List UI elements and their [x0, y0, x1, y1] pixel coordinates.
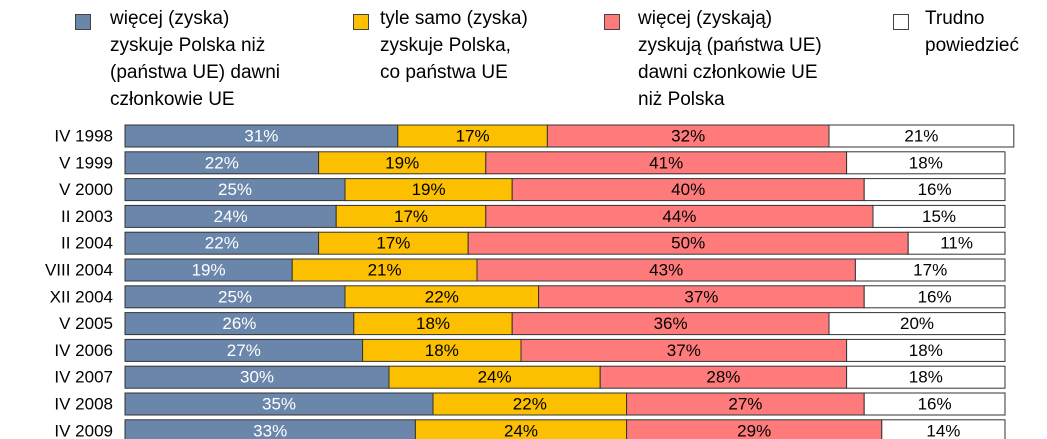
row-label: V 1999: [59, 153, 113, 172]
row-label: IV 2006: [54, 341, 113, 360]
legend-swatch: [604, 14, 620, 30]
bar-segment: [854, 258, 1006, 282]
value-label: 19%: [385, 153, 419, 172]
row-label: IV 2008: [54, 394, 113, 413]
value-label: 35%: [262, 394, 296, 413]
value-label: 18%: [909, 153, 943, 172]
value-label: 11%: [940, 234, 973, 253]
value-label: 28%: [706, 368, 740, 387]
legend-swatch: [75, 14, 91, 30]
bar-segment: [846, 151, 1006, 175]
legend-label: więcej (zyska) zyskuje Polska niż (państ…: [110, 8, 281, 110]
row-label: II 2003: [61, 207, 113, 226]
value-label: 36%: [654, 314, 688, 333]
value-label: 44%: [662, 207, 696, 226]
value-label: 18%: [909, 341, 943, 360]
value-label: 17%: [456, 126, 490, 145]
bar-segment: [907, 231, 1006, 255]
value-label: 43%: [649, 260, 683, 279]
value-label: 37%: [667, 341, 701, 360]
value-label: 19%: [412, 180, 446, 199]
value-label: 32%: [671, 126, 705, 145]
value-label: 24%: [504, 421, 538, 439]
row-label: IV 2007: [54, 368, 113, 387]
legend-label: więcej (zyskają) zyskują (państwa UE) da…: [638, 8, 822, 110]
value-label: 21%: [368, 260, 402, 279]
value-label: 40%: [671, 180, 705, 199]
bar-segment: [846, 338, 1006, 362]
value-label: 41%: [649, 153, 683, 172]
value-label: 22%: [425, 287, 459, 306]
row-label: II 2004: [61, 234, 113, 253]
value-label: 22%: [205, 153, 239, 172]
value-label: 16%: [918, 180, 952, 199]
value-label: 20%: [900, 314, 934, 333]
bar-segment: [863, 285, 1006, 309]
legend-label: Trudno powiedzieć: [925, 8, 1019, 56]
bar-segment: [846, 365, 1006, 389]
value-label: 50%: [671, 234, 705, 253]
value-label: 17%: [394, 207, 428, 226]
bar-segment: [881, 419, 1006, 439]
value-label: 18%: [909, 368, 943, 387]
value-label: 21%: [904, 126, 938, 145]
value-label: 27%: [227, 341, 261, 360]
bar-segment: [828, 312, 1006, 336]
value-label: 25%: [218, 180, 252, 199]
value-label: 16%: [918, 287, 952, 306]
value-label: 22%: [205, 234, 239, 253]
value-label: 24%: [214, 207, 248, 226]
value-label: 19%: [192, 260, 226, 279]
value-label: 15%: [922, 207, 956, 226]
value-label: 16%: [918, 394, 952, 413]
value-label: 30%: [240, 368, 274, 387]
bar-segment: [872, 204, 1006, 228]
row-label: VIII 2004: [45, 260, 113, 279]
bar-segment: [863, 178, 1006, 202]
row-label: V 2005: [59, 314, 113, 333]
row-label: IV 1998: [54, 126, 113, 145]
bar-segment: [863, 392, 1006, 416]
value-label: 31%: [244, 126, 278, 145]
value-label: 17%: [376, 234, 410, 253]
legend-label: tyle samo (zyska) zyskuje Polska, co pań…: [380, 8, 528, 83]
row-label: V 2000: [59, 180, 113, 199]
value-label: 18%: [425, 341, 459, 360]
row-label: XII 2004: [50, 287, 113, 306]
value-label: 26%: [222, 314, 256, 333]
value-label: 14%: [926, 421, 960, 439]
row-label: IV 2009: [54, 421, 113, 439]
value-label: 29%: [737, 421, 771, 439]
value-label: 27%: [728, 394, 762, 413]
value-label: 25%: [218, 287, 252, 306]
value-label: 17%: [913, 260, 947, 279]
legend: więcej (zyska) zyskuje Polska niż (państ…: [0, 0, 1047, 122]
value-label: 18%: [416, 314, 450, 333]
bar-segment: [828, 124, 1015, 148]
legend-swatch: [353, 14, 369, 30]
legend-swatch: [893, 14, 909, 30]
value-label: 24%: [478, 368, 512, 387]
value-label: 37%: [684, 287, 718, 306]
value-label: 22%: [513, 394, 547, 413]
value-label: 33%: [253, 421, 287, 439]
